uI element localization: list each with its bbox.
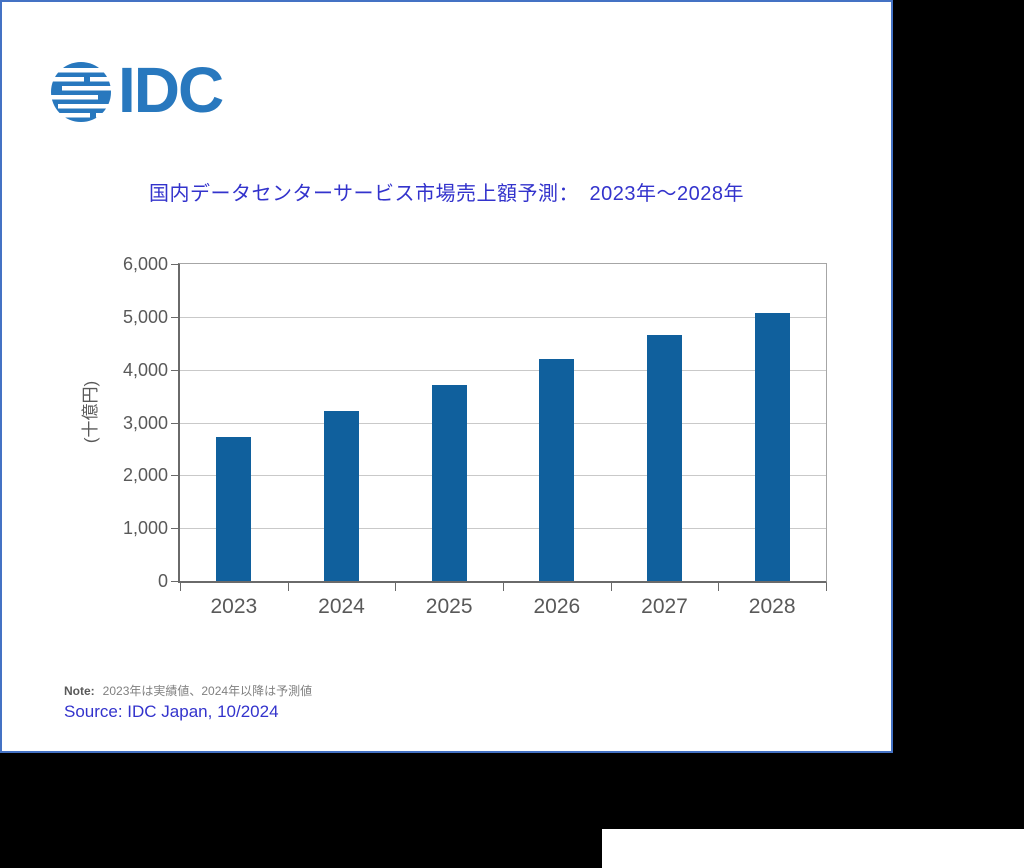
ytick-label-6,000: 6,000: [122, 254, 168, 274]
bar-2025: [431, 384, 467, 581]
xtick-label-2023: 2023: [210, 595, 258, 618]
xtick-mark-2: [395, 583, 397, 591]
ytick-mark-6,000: [171, 264, 178, 265]
ytick-mark-2,000: [171, 475, 178, 477]
gridline-1000: [180, 528, 826, 530]
plot-area: [178, 263, 827, 583]
ytick-label-1,000: 1,000: [122, 518, 168, 539]
bar-2027: [647, 335, 682, 581]
xtick-label-2027: 2027: [641, 595, 688, 618]
y-axis-title: (十億円): [81, 380, 100, 444]
ytick-label-5,000: 5,000: [122, 306, 168, 327]
note-text: 2023年は実績値、2024年以降は予測値: [102, 684, 313, 698]
ytick-mark-1,000: [171, 528, 178, 530]
chart-title: 国内データセンターサービス市場売上額予測： 2023年～2028年: [148, 183, 745, 205]
ytick-label-2,000: 2,000: [122, 465, 168, 486]
xtick-mark-3: [503, 583, 504, 591]
report-card: IDC 国内データセンターサービス市場売上額予測： 2023年～2028年 (十…: [0, 0, 893, 753]
ytick-mark-0: [171, 581, 178, 582]
idc-logo: IDC: [50, 54, 224, 126]
xtick-mark-4: [610, 583, 612, 591]
xtick-mark-6: [826, 583, 827, 591]
ytick-mark-3,000: [171, 422, 178, 424]
bar-2024: [324, 411, 359, 581]
xtick-mark-1: [287, 583, 289, 591]
gridline-4000: [180, 369, 826, 371]
xtick-label-2028: 2028: [748, 595, 796, 618]
xtick-label-2025: 2025: [425, 595, 473, 618]
idc-globe-icon: [50, 62, 112, 122]
xtick-mark-0: [180, 583, 181, 591]
xtick-label-2024: 2024: [318, 595, 365, 618]
bar-2026: [539, 358, 575, 581]
ytick-label-0: 0: [157, 571, 168, 591]
ytick-mark-5,000: [171, 316, 178, 318]
note-label: Note:: [64, 684, 95, 698]
xtick-label-2026: 2026: [533, 595, 581, 618]
ytick-mark-4,000: [171, 369, 178, 371]
gridline-2000: [180, 475, 826, 477]
bar-2023: [216, 437, 252, 581]
ytick-label-3,000: 3,000: [122, 412, 168, 433]
source-line: Source: IDC Japan, 10/2024: [64, 702, 279, 721]
xtick-mark-5: [718, 583, 720, 591]
bar-2028: [754, 313, 790, 581]
gridline-3000: [180, 422, 826, 424]
gridline-5000: [180, 316, 826, 318]
bottom-right-white-panel: [602, 829, 1024, 868]
idc-logo-text: IDC: [118, 54, 224, 126]
ytick-label-4,000: 4,000: [122, 359, 168, 380]
note-line: Note: 2023年は実績値、2024年以降は予測値: [64, 682, 312, 699]
